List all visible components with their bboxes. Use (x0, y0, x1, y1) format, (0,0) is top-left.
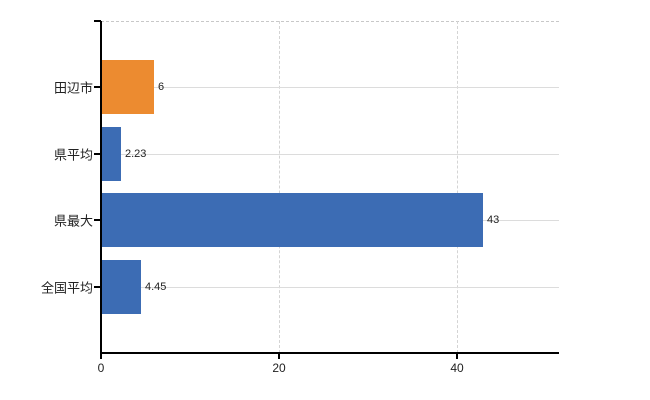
x-tick-label: 0 (97, 361, 105, 375)
x-axis-tick (456, 353, 458, 359)
bar-value-label: 43 (487, 214, 500, 226)
category-label: 全国平均 (40, 280, 93, 296)
bar-value-label: 2.23 (125, 148, 147, 160)
gridline-horizontal (101, 154, 559, 155)
bar (101, 60, 154, 114)
y-axis-tick (94, 219, 101, 221)
y-axis-tick (94, 286, 101, 288)
x-axis-tick (278, 353, 280, 359)
category-label: 県平均 (53, 147, 93, 163)
bar (101, 260, 141, 314)
x-tick-label: 20 (272, 361, 286, 375)
y-axis (100, 21, 102, 359)
gridline-vertical (457, 21, 458, 353)
bar (101, 193, 483, 247)
y-axis-tick (94, 153, 101, 155)
gridline-horizontal (101, 87, 559, 88)
x-axis-tick (100, 353, 102, 359)
bar-value-label: 6 (158, 81, 165, 93)
y-axis-top-tick (94, 20, 101, 22)
plot-top-border (101, 21, 559, 22)
x-axis (100, 352, 559, 354)
category-label: 県最大 (53, 213, 93, 229)
gridline-horizontal (101, 287, 559, 288)
category-label: 田辺市 (53, 80, 93, 96)
x-tick-label: 40 (450, 361, 464, 375)
gridline-vertical (279, 21, 280, 353)
bar (101, 127, 121, 181)
bar-value-label: 4.45 (145, 281, 167, 293)
y-axis-tick (94, 86, 101, 88)
